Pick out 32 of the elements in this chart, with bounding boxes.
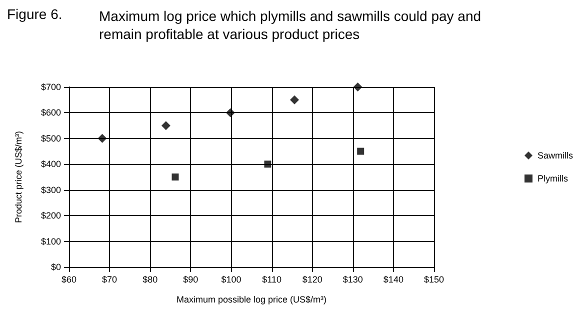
point <box>353 82 362 92</box>
y-tick-label: $400 <box>40 159 61 170</box>
y-tick-label: $500 <box>40 133 61 144</box>
y-tick-label: $300 <box>40 184 61 195</box>
y-tick-label: $700 <box>40 82 61 92</box>
y-tick-label: $200 <box>40 210 61 221</box>
point <box>161 121 170 130</box>
x-tick-label: $120 <box>302 274 322 284</box>
y-tick-label: $100 <box>40 236 61 246</box>
y-tick-label: $0 <box>50 262 61 272</box>
x-tick-label: $80 <box>142 274 158 284</box>
x-tick-label: $90 <box>183 274 198 284</box>
point <box>226 108 235 118</box>
x-axis-title: Maximum possible log price (US$/m³) <box>176 294 327 304</box>
x-tick-label: $100 <box>221 274 242 284</box>
legend-label: Plymills <box>537 174 568 184</box>
point <box>357 148 364 155</box>
point <box>172 174 179 180</box>
chart-title: Figure 6. <box>7 6 62 22</box>
x-tick-label: $130 <box>342 274 363 284</box>
chart-subtitle: Maximum log price which plymills and sawmills could pay and remain profitable at various product prices <box>99 8 485 42</box>
x-tick-label: $70 <box>102 274 118 284</box>
point <box>98 134 107 143</box>
legend-label: Sawmills <box>537 150 574 160</box>
x-tick-label: $140 <box>383 274 404 284</box>
x-tick-label: $110 <box>262 274 282 284</box>
point <box>264 160 272 168</box>
point <box>290 95 299 104</box>
y-tick-label: $600 <box>40 108 61 118</box>
x-tick-label: $150 <box>424 274 444 284</box>
y-axis-title: Product price (US$/m³) <box>14 130 24 224</box>
x-tick-label: $60 <box>61 274 77 284</box>
